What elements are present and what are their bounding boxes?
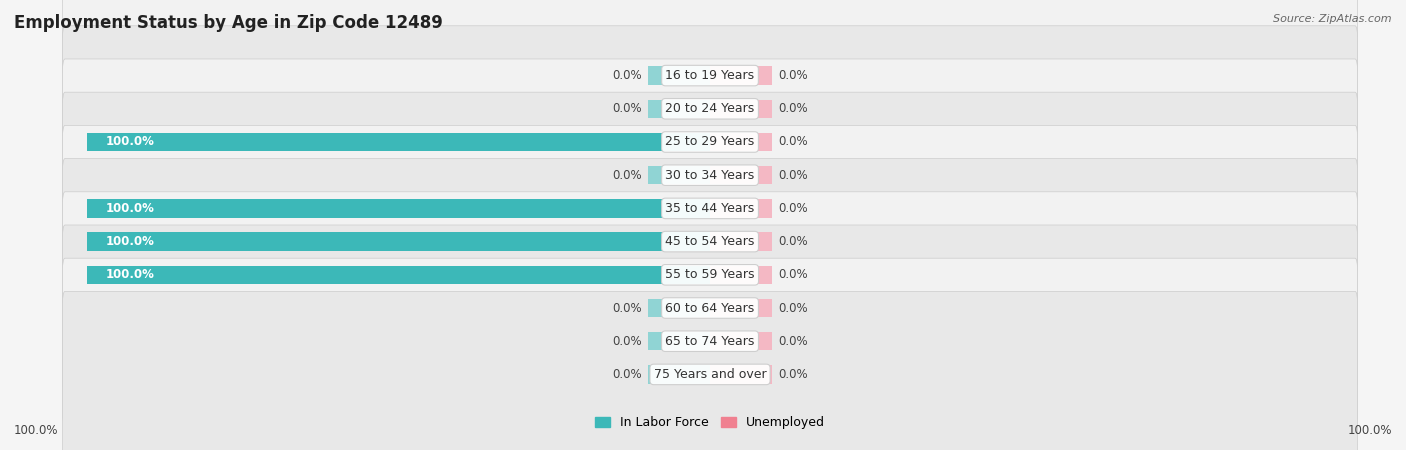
Text: 100.0%: 100.0% [105,268,155,281]
Bar [710,67,772,85]
Bar [648,299,710,317]
Text: 0.0%: 0.0% [779,268,808,281]
Bar [87,233,710,251]
Text: 20 to 24 Years: 20 to 24 Years [665,102,755,115]
Bar [648,365,710,383]
Bar [87,266,710,284]
Bar [710,332,772,351]
FancyBboxPatch shape [62,192,1358,358]
Text: 0.0%: 0.0% [779,202,808,215]
Text: 0.0%: 0.0% [612,335,641,348]
Text: 0.0%: 0.0% [779,368,808,381]
Text: 60 to 64 Years: 60 to 64 Years [665,302,755,315]
Text: 100.0%: 100.0% [105,235,155,248]
FancyBboxPatch shape [62,225,1358,391]
Text: 0.0%: 0.0% [612,302,641,315]
Bar [87,199,710,217]
Bar [87,133,710,151]
Bar [648,67,710,85]
Bar [648,166,710,184]
FancyBboxPatch shape [62,0,1358,158]
Bar [710,233,772,251]
FancyBboxPatch shape [62,158,1358,324]
Bar [710,299,772,317]
Text: 35 to 44 Years: 35 to 44 Years [665,202,755,215]
Bar [710,133,772,151]
Text: Source: ZipAtlas.com: Source: ZipAtlas.com [1274,14,1392,23]
Text: 45 to 54 Years: 45 to 54 Years [665,235,755,248]
Text: 65 to 74 Years: 65 to 74 Years [665,335,755,348]
Bar [710,99,772,118]
Text: 0.0%: 0.0% [779,135,808,148]
Text: 25 to 29 Years: 25 to 29 Years [665,135,755,148]
Text: 55 to 59 Years: 55 to 59 Years [665,268,755,281]
Bar [648,332,710,351]
Text: 0.0%: 0.0% [779,335,808,348]
Text: 0.0%: 0.0% [779,302,808,315]
FancyBboxPatch shape [62,92,1358,258]
Legend: In Labor Force, Unemployed: In Labor Force, Unemployed [591,411,830,434]
Text: 30 to 34 Years: 30 to 34 Years [665,169,755,182]
Bar [710,199,772,217]
Text: 100.0%: 100.0% [14,423,59,436]
FancyBboxPatch shape [62,59,1358,225]
Bar [648,99,710,118]
FancyBboxPatch shape [62,258,1358,424]
FancyBboxPatch shape [62,26,1358,192]
Text: 0.0%: 0.0% [612,368,641,381]
Bar [710,166,772,184]
Text: 0.0%: 0.0% [779,69,808,82]
Text: 16 to 19 Years: 16 to 19 Years [665,69,755,82]
Bar [710,266,772,284]
Text: 0.0%: 0.0% [612,169,641,182]
FancyBboxPatch shape [62,292,1358,450]
Text: 100.0%: 100.0% [105,202,155,215]
Text: 0.0%: 0.0% [612,69,641,82]
Text: 0.0%: 0.0% [779,169,808,182]
Text: 75 Years and over: 75 Years and over [654,368,766,381]
Text: Employment Status by Age in Zip Code 12489: Employment Status by Age in Zip Code 124… [14,14,443,32]
Text: 0.0%: 0.0% [612,102,641,115]
Text: 0.0%: 0.0% [779,235,808,248]
Bar [710,365,772,383]
Text: 100.0%: 100.0% [1347,423,1392,436]
Text: 100.0%: 100.0% [105,135,155,148]
Text: 0.0%: 0.0% [779,102,808,115]
FancyBboxPatch shape [62,126,1358,292]
